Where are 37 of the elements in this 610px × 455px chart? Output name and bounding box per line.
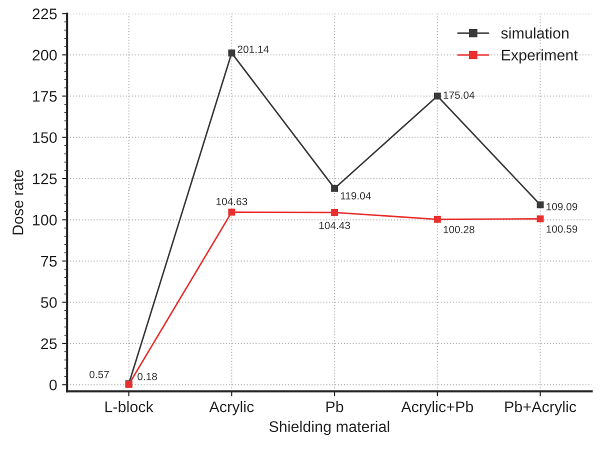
y-axis-title: Dose rate bbox=[12, 170, 24, 234]
x-tick-label: Pb bbox=[326, 401, 344, 412]
legend-label: simulation bbox=[501, 27, 568, 39]
x-axis-title: Shielding material bbox=[269, 420, 390, 436]
point bbox=[434, 92, 441, 100]
point bbox=[536, 201, 544, 208]
point bbox=[228, 208, 236, 216]
y-tick-label: 75 bbox=[41, 256, 57, 267]
point bbox=[536, 215, 544, 222]
y-tick-label: 200 bbox=[32, 50, 57, 61]
data-label: 104.63 bbox=[216, 198, 248, 206]
y-tick-label: 50 bbox=[40, 297, 57, 308]
y-tick-label: 25 bbox=[41, 338, 57, 350]
y-tick-label: 225 bbox=[32, 8, 57, 20]
y-tick-label: 100 bbox=[33, 214, 57, 226]
data-label: 175.04 bbox=[444, 91, 475, 99]
point bbox=[331, 209, 338, 216]
point bbox=[331, 184, 338, 192]
x-tick-label: Pb+Acrylic bbox=[505, 401, 576, 416]
legend-label: Experiment bbox=[502, 49, 578, 64]
data-label: 100.59 bbox=[546, 225, 578, 233]
data-label: 0.18 bbox=[138, 372, 157, 380]
y-tick-label: 150 bbox=[33, 132, 57, 144]
data-label: 201.14 bbox=[238, 46, 269, 54]
data-label: 119.04 bbox=[340, 192, 371, 200]
x-tick-label: Acrylic+Pb bbox=[401, 401, 474, 416]
y-tick-label: 125 bbox=[33, 173, 57, 184]
y-tick-label: 0 bbox=[49, 380, 57, 390]
data-label: 104.43 bbox=[319, 222, 350, 230]
data-label: 100.28 bbox=[444, 226, 474, 234]
x-tick-label: Acrylic bbox=[209, 401, 254, 416]
y-tick-label: 175 bbox=[33, 91, 57, 102]
point bbox=[434, 216, 441, 223]
data-label: 0.57 bbox=[90, 370, 109, 378]
data-label: 109.09 bbox=[546, 203, 578, 210]
x-tick-label: L-block bbox=[105, 401, 154, 412]
point bbox=[228, 50, 236, 56]
